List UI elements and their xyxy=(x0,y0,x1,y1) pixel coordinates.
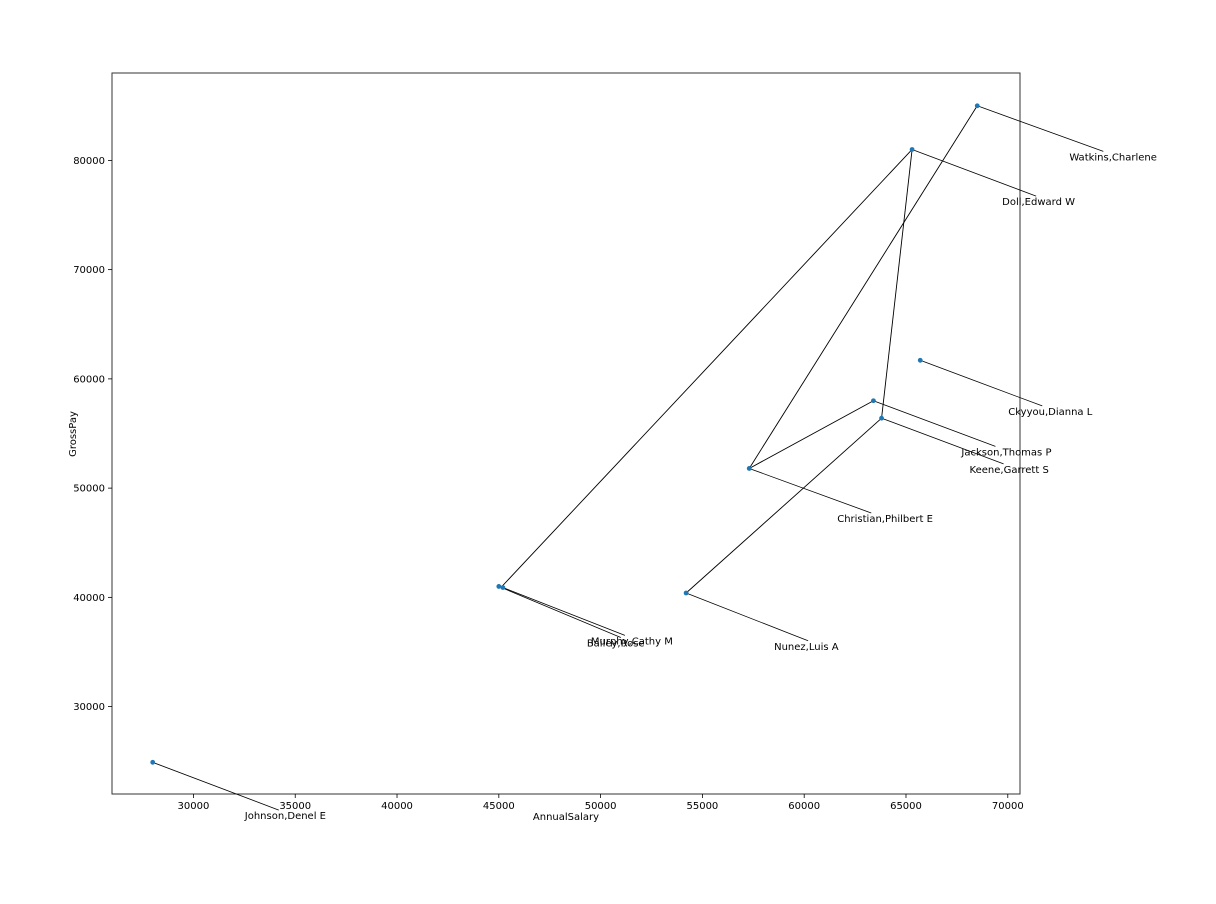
y-axis-label: GrossPay xyxy=(68,411,79,457)
x-tick-label-45000: 45000 xyxy=(483,801,515,812)
label-keene-garrett-s: Keene,Garrett S xyxy=(970,465,1049,476)
label-nunez-luis-a: Nunez,Luis A xyxy=(774,642,839,653)
plot-frame xyxy=(111,72,1021,795)
point-watkins-charlene xyxy=(974,103,980,109)
connection-lines xyxy=(500,105,978,594)
connection-line-4 xyxy=(748,105,978,469)
point-nunez-luis-a xyxy=(683,590,689,596)
leader-line-murphy-cathy-m xyxy=(502,587,626,636)
point-jackson-thomas-p xyxy=(871,398,876,404)
x-tick-label-65000: 65000 xyxy=(890,801,922,812)
x-tick-label-40000: 40000 xyxy=(381,801,413,812)
annotation-labels: Watkins,Charlene Doll,Edward W Ckyyou,Dian… xyxy=(244,152,1157,822)
point-doll-edward-w xyxy=(909,147,915,152)
point-murphy-cathy-m xyxy=(500,585,506,590)
x-axis-ticks: 30000 35000 40000 45000 50000 55000 60000 65000… xyxy=(178,794,1024,812)
label-bailey-rose: Bailey,Rose xyxy=(587,639,645,650)
point-bailey-rose xyxy=(496,584,502,589)
x-tick-label-30000: 30000 xyxy=(178,801,210,812)
y-tick-label-50000: 50000 xyxy=(73,484,105,495)
label-watkins-charlene: Watkins,Charlene xyxy=(1069,152,1157,163)
leader-line-ckyyou-dianna-l xyxy=(920,359,1043,407)
connection-line-2 xyxy=(881,149,913,419)
x-tick-label-60000: 60000 xyxy=(788,801,820,812)
connection-line-3 xyxy=(685,417,882,594)
point-johnson-denel-e xyxy=(150,759,156,765)
leader-line-doll-edward-w xyxy=(911,149,1037,197)
data-points xyxy=(150,103,980,765)
x-tick-label-50000: 50000 xyxy=(585,801,617,812)
point-ckyyou-dianna-l xyxy=(917,357,923,363)
y-tick-label-40000: 40000 xyxy=(73,593,105,604)
label-christian-philbert-e: Christian,Philbert E xyxy=(837,514,933,525)
x-tick-label-35000: 35000 xyxy=(279,801,311,812)
label-jackson-thomas-p: Jackson,Thomas P xyxy=(960,447,1051,458)
leader-line-bailey-rose xyxy=(498,586,621,638)
connection-line-5 xyxy=(749,400,874,469)
leader-line-nunez-luis-a xyxy=(685,592,809,642)
leader-line-johnson-denel-e xyxy=(152,761,279,811)
label-johnson-denel-e: Johnson,Denel E xyxy=(244,811,326,822)
x-tick-label-70000: 70000 xyxy=(992,801,1024,812)
x-tick-label-55000: 55000 xyxy=(686,801,718,812)
x-axis-label: AnnualSalary xyxy=(533,812,599,823)
label-ckyyou-dianna-l: Ckyyou,Dianna L xyxy=(1008,407,1092,418)
label-murphy-cathy-m: Murphy,Cathy M xyxy=(591,636,673,647)
label-doll-edward-w: Doll,Edward W xyxy=(1002,197,1075,208)
leader-line-keene-garrett-s xyxy=(881,417,1004,465)
point-keene-garrett-s xyxy=(879,415,884,421)
leader-line-watkins-charlene xyxy=(977,105,1104,152)
y-tick-label-60000: 60000 xyxy=(73,374,105,385)
annotation-leader-lines xyxy=(152,105,1104,811)
y-tick-label-30000: 30000 xyxy=(73,702,105,713)
point-christian-philbert-e xyxy=(746,466,752,471)
leader-line-jackson-thomas-p xyxy=(873,400,996,447)
y-tick-label-70000: 70000 xyxy=(73,265,105,276)
y-tick-label-80000: 80000 xyxy=(73,156,105,167)
connection-line-1 xyxy=(500,149,913,588)
y-axis-ticks: 30000 40000 50000 60000 70000 80000 xyxy=(73,156,112,713)
leader-line-christian-philbert-e xyxy=(749,468,872,514)
